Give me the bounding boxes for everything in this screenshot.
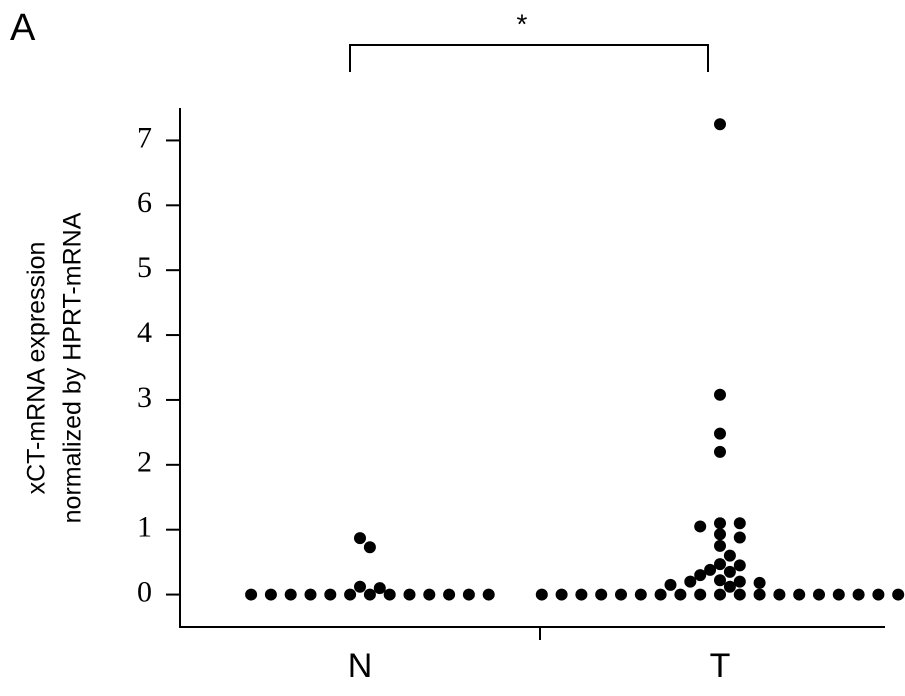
data-point: [723, 549, 736, 562]
y-axis-title: xCT-mRNA expression normalized by HPRT-m…: [23, 212, 87, 523]
data-point: [714, 118, 726, 131]
data-point: [714, 588, 726, 601]
data-point: [363, 541, 376, 554]
data-point: [694, 569, 707, 582]
data-point: [694, 588, 707, 601]
data-point: [872, 588, 885, 601]
data-point: [714, 558, 726, 571]
x-tick-label: N: [348, 647, 373, 685]
y-label-line: normalized by HPRT-mRNA: [59, 212, 87, 523]
data-point: [733, 559, 746, 572]
data-point: [714, 517, 726, 530]
data-point: [354, 532, 366, 545]
data-point: [595, 588, 608, 601]
data-point: [373, 582, 386, 595]
data-point: [852, 588, 865, 601]
data-point: [462, 588, 475, 601]
data-point: [773, 588, 786, 601]
x-tick-label: T: [710, 647, 731, 685]
data-point: [245, 588, 258, 601]
data-point: [354, 580, 366, 593]
y-tick-label: 1: [137, 511, 152, 544]
y-tick-label: 5: [137, 251, 152, 284]
data-point: [615, 588, 627, 601]
data-point: [714, 539, 726, 552]
significance-mark: *: [517, 8, 528, 39]
data-point: [714, 574, 726, 587]
data-point: [714, 427, 726, 440]
data-point: [674, 588, 687, 601]
significance-bracket: [349, 44, 709, 72]
data-point: [344, 588, 357, 601]
y-tick-label: 7: [137, 121, 152, 154]
y-tick-label: 4: [137, 316, 152, 349]
data-point: [753, 576, 766, 589]
data-point: [813, 588, 825, 601]
y-tick-label: 2: [137, 446, 152, 479]
data-point: [733, 575, 746, 588]
data-point: [723, 580, 736, 593]
data-point: [733, 588, 746, 601]
y-tick-label: 0: [137, 575, 152, 608]
data-point: [793, 588, 806, 601]
data-point: [832, 588, 845, 601]
data-point: [575, 588, 588, 601]
data-point: [684, 575, 697, 588]
data-point: [535, 588, 548, 601]
data-point: [714, 445, 726, 458]
data-point: [634, 588, 647, 601]
data-point: [324, 588, 337, 601]
y-tick-label: 3: [137, 381, 152, 414]
data-point: [892, 588, 905, 601]
data-point: [284, 588, 297, 601]
data-point: [363, 588, 376, 601]
data-point: [753, 588, 766, 601]
y-label-line: xCT-mRNA expression: [23, 242, 51, 495]
panel-label: A: [10, 7, 36, 49]
data-point: [733, 531, 746, 544]
data-point: [403, 588, 416, 601]
data-point: [714, 528, 726, 541]
data-point: [704, 563, 717, 576]
data-point: [733, 517, 746, 530]
data-point: [714, 388, 726, 401]
data-point: [304, 588, 317, 601]
data-point: [694, 520, 707, 533]
y-tick-label: 6: [137, 186, 152, 219]
data-point: [654, 588, 667, 601]
data-point: [383, 588, 396, 601]
data-point: [423, 588, 436, 601]
data-point: [443, 588, 456, 601]
data-point: [723, 565, 736, 578]
data-point: [264, 588, 277, 601]
data-point: [555, 588, 568, 601]
data-point: [664, 578, 677, 591]
data-point: [482, 588, 495, 601]
